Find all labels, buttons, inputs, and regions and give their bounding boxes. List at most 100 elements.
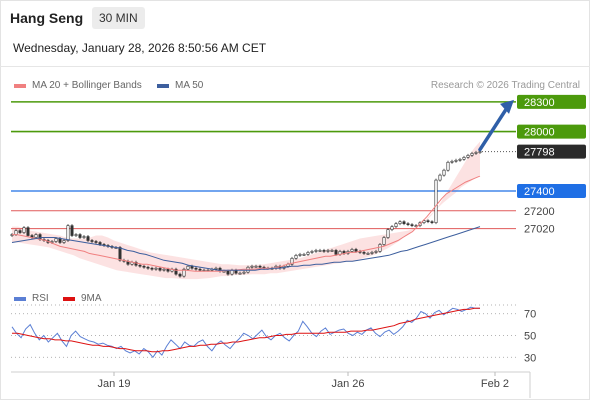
- price-tag-27400: [517, 183, 586, 198]
- candle-body-75: [310, 251, 314, 253]
- candle-body-99: [406, 223, 410, 225]
- candle-body-92: [378, 244, 382, 252]
- candle-body-108: [442, 169, 446, 176]
- instrument-title: Hang Seng: [10, 10, 84, 26]
- candle-body-57: [238, 272, 242, 275]
- legend-ma20-swatch: [14, 83, 26, 88]
- candle-body-44: [186, 265, 190, 270]
- candle-body-12: [58, 238, 62, 243]
- rsi-line: [11, 306, 480, 359]
- header-divider: [0, 66, 590, 67]
- legend-rsi-label: RSI: [32, 293, 49, 304]
- candle-body-17: [78, 234, 82, 238]
- price-tag-28300: [517, 94, 586, 109]
- legend-rsi-ma-label: 9MA: [81, 293, 102, 304]
- ma50-line: [11, 226, 481, 271]
- rsi-tick-70: 70: [524, 309, 536, 321]
- x-tick-label-2: Feb 2: [481, 378, 509, 390]
- candle-body-2: [18, 230, 22, 233]
- candle-body-104: [426, 220, 430, 222]
- candle-body-53: [222, 270, 226, 273]
- candle-body-79: [326, 250, 330, 252]
- candle-body-38: [162, 268, 166, 271]
- credit-text: Research © 2026 Trading Central: [430, 80, 580, 91]
- candle-body-35: [150, 267, 154, 270]
- candle-body-116: [474, 152, 478, 154]
- candle-body-55: [230, 269, 234, 275]
- forecast-arrow-head: [500, 99, 514, 114]
- candle-body-109: [446, 161, 450, 171]
- candle-body-20: [90, 240, 94, 242]
- candle-body-94: [386, 229, 390, 238]
- candle-body-61: [254, 265, 258, 268]
- candle-body-111: [454, 159, 458, 162]
- candle-body-36: [154, 267, 158, 270]
- candle-body-110: [450, 160, 454, 163]
- candle-body-15: [70, 225, 74, 236]
- legend-rsi-swatch: [14, 296, 26, 301]
- candle-body-106: [434, 179, 438, 223]
- candle-body-96: [394, 223, 398, 227]
- candle-body-21: [94, 241, 98, 243]
- candle-body-13: [62, 240, 66, 243]
- rsi-tick-50: 50: [524, 331, 536, 343]
- candle-body-85: [350, 249, 354, 252]
- legend-ma20-label: MA 20 + Bollinger Bands: [32, 80, 142, 91]
- bollinger-band: [12, 141, 480, 280]
- candle-body-46: [194, 267, 198, 270]
- legend-ma50-label: MA 50: [175, 80, 204, 91]
- price-tag-label-27798: 27798: [524, 147, 555, 159]
- candle-body-115: [470, 153, 474, 156]
- candle-body-100: [410, 224, 414, 226]
- candle-body-62: [258, 265, 262, 268]
- price-tag-28000: [517, 124, 586, 139]
- candle-body-93: [382, 237, 386, 245]
- candle-body-54: [226, 270, 230, 275]
- candle-body-117: [478, 151, 482, 153]
- candle-body-73: [302, 254, 306, 256]
- datetime-label: Wednesday, January 28, 2026 8:50:56 AM C…: [13, 41, 267, 55]
- x-tick-label-0: Jan 19: [97, 378, 130, 390]
- candle-body-113: [462, 157, 466, 160]
- legend-rsi-ma-swatch: [63, 296, 75, 301]
- candle-body-78: [322, 250, 326, 252]
- price-tag-27798: [517, 144, 586, 159]
- candle-body-77: [318, 250, 322, 252]
- candle-body-80: [330, 250, 334, 252]
- price-tag-label-27400: 27400: [524, 186, 555, 198]
- candle-body-19: [86, 236, 90, 241]
- candle-body-11: [54, 238, 58, 242]
- candle-body-70: [290, 258, 294, 265]
- candle-body-88: [362, 252, 366, 254]
- candle-body-10: [50, 241, 54, 243]
- support-label-27200: 27200: [524, 206, 555, 218]
- candle-body-98: [402, 221, 406, 224]
- candle-body-72: [298, 254, 302, 256]
- candle-body-18: [82, 236, 86, 238]
- candle-body-105: [430, 221, 434, 223]
- candle-body-60: [250, 265, 254, 268]
- timeframe-button[interactable]: 30 MIN: [92, 7, 145, 29]
- legend-ma20: MA 20 + Bollinger Bands: [14, 80, 142, 91]
- candle-body-86: [354, 249, 358, 252]
- candle-body-42: [178, 273, 182, 277]
- x-tick-label-1: Jan 26: [331, 378, 364, 390]
- candle-body-27: [118, 247, 122, 261]
- candle-body-47: [198, 268, 202, 271]
- candle-body-81: [334, 250, 338, 255]
- forecast-arrow-shaft: [478, 106, 509, 152]
- candle-body-71: [294, 255, 298, 259]
- candle-body-41: [174, 268, 178, 275]
- legend-ma50-swatch: [157, 83, 169, 88]
- candle-body-14: [66, 225, 70, 241]
- candle-body-45: [190, 265, 194, 269]
- candle-body-32: [138, 264, 142, 267]
- candle-body-95: [390, 226, 394, 230]
- candle-body-112: [458, 159, 462, 161]
- candle-body-3: [22, 227, 26, 233]
- candle-body-39: [166, 268, 170, 272]
- candle-body-76: [314, 250, 318, 252]
- candle-body-107: [438, 174, 442, 181]
- candle-body-97: [398, 221, 402, 224]
- candle-body-4: [26, 227, 30, 236]
